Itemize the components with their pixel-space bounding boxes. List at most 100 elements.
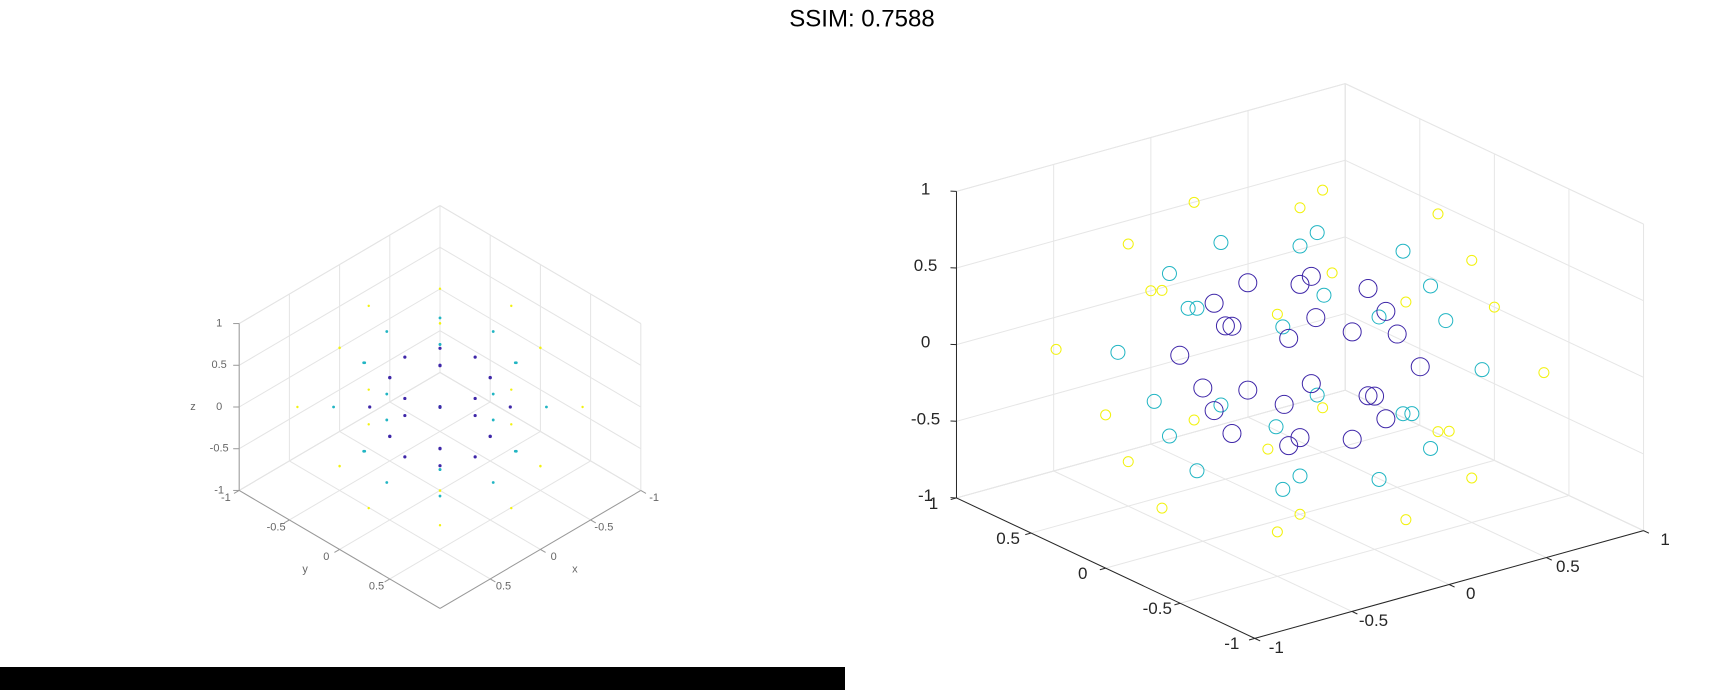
x-tick-label: -0.5 <box>1359 611 1388 630</box>
scatter-point <box>1156 502 1168 514</box>
scatter-point <box>388 376 392 380</box>
scatter-point <box>1443 425 1455 437</box>
x-tick-label: 0 <box>1466 584 1475 603</box>
scatter-point <box>539 465 542 468</box>
scatter-point <box>367 304 370 308</box>
x-tick <box>590 519 597 524</box>
scatter-point <box>1204 401 1224 421</box>
z-tick-label: 1 <box>216 317 222 329</box>
scatter-point <box>1275 319 1291 335</box>
scatter-point <box>1274 394 1294 414</box>
scatter-point <box>388 434 392 438</box>
x-tick <box>1448 584 1455 588</box>
scatter-point <box>1271 526 1283 538</box>
scatter-point <box>508 405 512 409</box>
scatter-point <box>438 363 442 367</box>
scatter-point <box>438 524 442 527</box>
grid-line <box>1030 424 1420 534</box>
scatter-point <box>1432 208 1444 220</box>
x-axis <box>1254 530 1644 639</box>
scatter-point <box>403 396 407 401</box>
scatter-point <box>1262 443 1274 455</box>
scatter-point <box>1365 386 1385 406</box>
scatter-point <box>1271 308 1283 320</box>
scatter-point <box>510 388 513 391</box>
figure-title: SSIM: 0.7588 <box>789 5 934 32</box>
x-tick <box>540 549 546 553</box>
scatter-point <box>1466 254 1478 266</box>
scatter-point <box>1342 429 1362 449</box>
scatter-point <box>491 330 495 333</box>
scatter-point <box>438 322 442 325</box>
scatter-point <box>1238 273 1258 293</box>
grid-line <box>238 372 441 491</box>
scatter-point <box>1309 225 1325 241</box>
z-tick-label: -1 <box>918 486 933 505</box>
scatter-point <box>1301 374 1321 394</box>
scatter-point <box>1290 274 1310 294</box>
scatter-point <box>296 405 299 409</box>
scatter-point <box>1122 238 1134 250</box>
scatter-point <box>514 449 518 453</box>
scatter-point <box>438 447 442 451</box>
y-axis-label: y <box>302 564 308 576</box>
grid-line <box>1345 83 1644 225</box>
z-tick-label: -0.5 <box>911 409 940 428</box>
z-tick-label: 0.5 <box>914 256 938 275</box>
scatter-point <box>338 465 341 468</box>
scatter-point <box>1238 380 1258 400</box>
scatter-point <box>438 489 442 492</box>
scatter-point <box>403 355 407 359</box>
scatter-point <box>1400 296 1412 308</box>
scatter-point <box>1279 436 1299 456</box>
y-tick-label: 1 <box>929 494 938 513</box>
scatter-point <box>491 418 495 422</box>
scatter-point <box>491 481 495 484</box>
grid-line <box>1345 236 1644 378</box>
scatter-point <box>491 392 495 396</box>
scatter-point <box>438 287 442 290</box>
scatter-point <box>1423 278 1439 294</box>
scatter-point <box>1404 406 1420 422</box>
scatter-point <box>1294 202 1306 214</box>
scatter-point <box>438 405 442 409</box>
scatter-point <box>1156 284 1168 296</box>
scatter-point <box>1189 463 1205 479</box>
scatter-point <box>1189 300 1205 316</box>
scatter-point <box>1309 387 1325 403</box>
scatter-point <box>438 316 442 320</box>
y-tick-label: 0.5 <box>369 581 384 593</box>
scatter-point <box>1213 397 1229 413</box>
y-tick <box>384 578 391 583</box>
x-tick-label: 0.5 <box>496 581 511 593</box>
y-tick-label: 0 <box>323 551 329 563</box>
scatter-point <box>1466 472 1478 484</box>
grid-line <box>1105 459 1495 569</box>
scatter-point <box>473 413 477 418</box>
scatter-point <box>1294 508 1306 520</box>
y-tick-label: 0.5 <box>996 529 1020 548</box>
scatter-point <box>1110 344 1126 360</box>
scatter-point <box>367 506 370 510</box>
y-tick <box>283 519 290 524</box>
scatter-point <box>1222 316 1242 336</box>
grid-line <box>1180 495 1570 604</box>
y-tick <box>233 490 240 494</box>
y-tick-label: -0.5 <box>267 522 286 534</box>
scatter-point <box>1342 322 1362 342</box>
x-tick <box>1351 610 1358 615</box>
scatter-point <box>473 355 477 359</box>
x-axis-label: x <box>572 564 578 576</box>
grid-line <box>389 460 591 580</box>
x-tick-label: 0 <box>551 551 557 563</box>
x-tick-label: 1 <box>1660 530 1669 549</box>
y-tick <box>1174 602 1181 606</box>
scatter-point <box>1438 313 1454 329</box>
z-axis-label: z <box>190 401 196 413</box>
scatter-point <box>1292 238 1308 254</box>
grid-line <box>238 246 441 366</box>
grid-line <box>439 372 642 491</box>
y-tick <box>334 549 340 553</box>
scatter-point <box>338 346 341 349</box>
